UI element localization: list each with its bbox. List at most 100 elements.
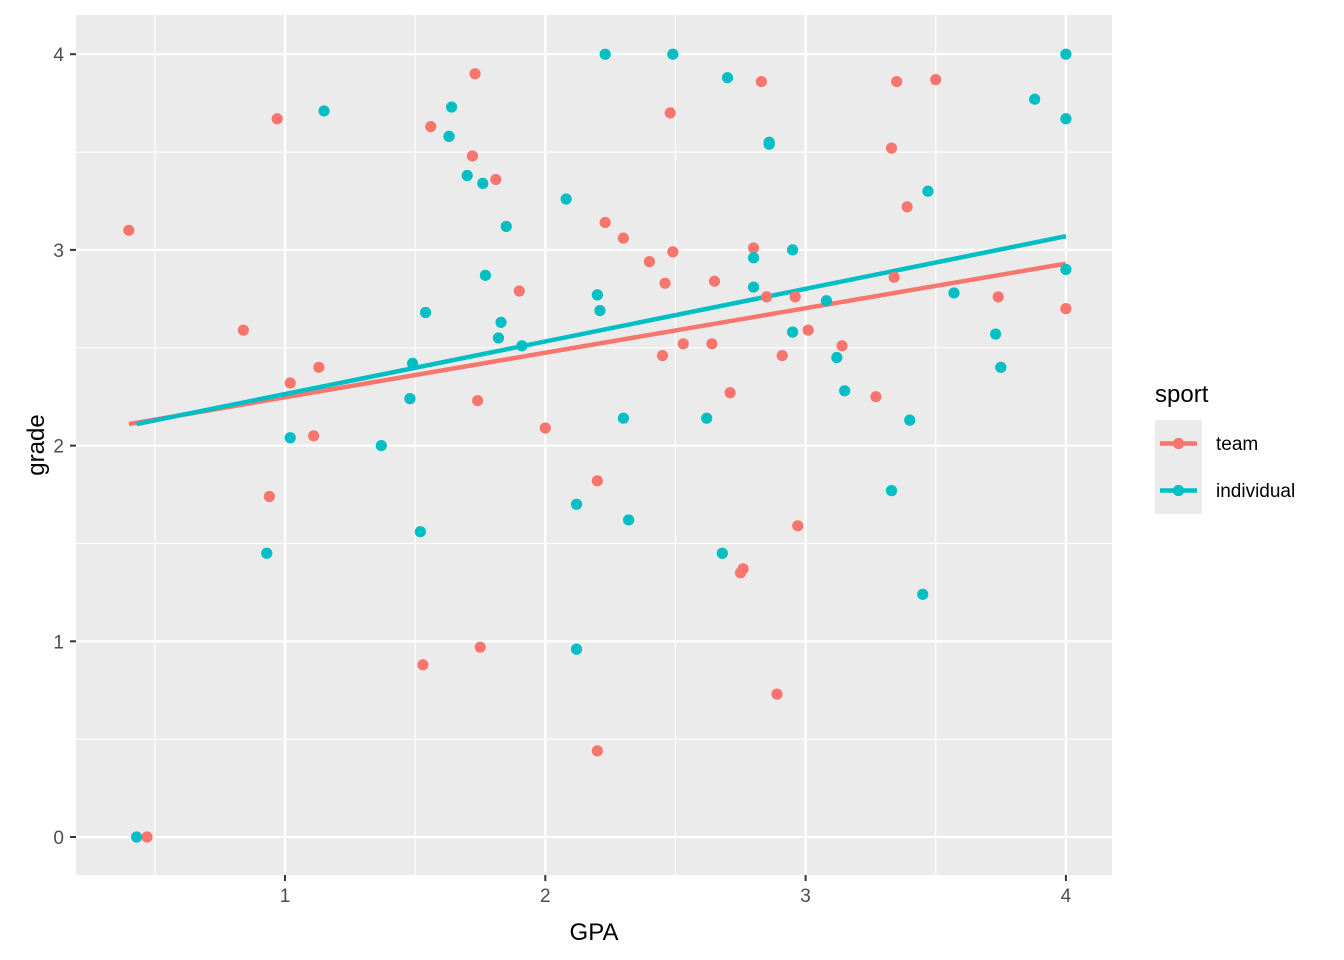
data-point-team <box>659 277 671 289</box>
x-tick-label: 2 <box>540 886 551 907</box>
x-tick-label: 4 <box>1061 886 1072 907</box>
data-point-individual <box>922 185 934 197</box>
data-point-team <box>591 475 603 487</box>
data-point-individual <box>747 281 760 293</box>
major-gridlines <box>76 15 1112 875</box>
data-point-team <box>760 291 773 303</box>
data-point-team <box>237 324 249 336</box>
x-tick-label: 3 <box>800 886 811 907</box>
x-axis-ticks: 1 2 3 4 <box>280 875 1072 907</box>
data-point-individual <box>500 220 512 233</box>
data-point-team <box>888 271 900 283</box>
legend-label-team: team <box>1216 434 1258 455</box>
data-point-individual <box>885 485 898 497</box>
data-point-team <box>643 256 656 268</box>
data-point-team <box>724 387 736 399</box>
data-point-team <box>789 291 801 303</box>
data-point-team <box>667 246 679 258</box>
data-point-team <box>885 142 898 154</box>
data-point-individual <box>318 105 330 117</box>
data-point-individual <box>131 831 143 843</box>
fit-line-team <box>128 261 1067 427</box>
data-point-team <box>469 68 481 80</box>
data-point-team <box>284 377 296 389</box>
legend-title: sport <box>1155 381 1209 408</box>
data-point-team <box>792 520 804 532</box>
data-point-individual <box>477 177 489 189</box>
data-point-team <box>474 641 486 653</box>
y-axis-title: grade <box>23 414 50 475</box>
data-point-individual <box>820 295 833 307</box>
data-points <box>123 48 1072 843</box>
y-tick-label: 1 <box>53 632 64 653</box>
data-point-individual <box>560 193 572 205</box>
data-point-individual <box>445 101 458 113</box>
legend-label-individual: individual <box>1216 481 1295 502</box>
x-axis-title: GPA <box>570 919 619 946</box>
data-point-team <box>490 173 502 186</box>
data-point-individual <box>995 361 1007 373</box>
data-point-individual <box>479 269 492 281</box>
data-point-team <box>755 75 767 88</box>
data-point-individual <box>721 72 734 84</box>
data-point-individual <box>716 547 728 559</box>
fit-line-individual <box>136 233 1067 427</box>
data-point-team <box>802 324 814 336</box>
data-point-individual <box>786 244 799 256</box>
data-point-individual <box>667 48 679 60</box>
data-point-individual <box>404 393 416 405</box>
y-tick-label: 3 <box>53 241 64 262</box>
data-point-individual <box>622 514 635 526</box>
data-point-individual <box>701 412 713 424</box>
y-tick-label: 4 <box>53 45 64 66</box>
regression-lines <box>128 233 1067 427</box>
data-point-team <box>308 430 320 442</box>
data-point-team <box>992 291 1004 303</box>
data-point-team <box>771 688 783 700</box>
legend: sport team individual <box>1155 381 1295 514</box>
data-point-team <box>836 340 848 352</box>
y-tick-label: 2 <box>53 437 64 458</box>
data-point-team <box>708 275 721 287</box>
data-point-individual <box>591 289 603 301</box>
data-point-individual <box>516 340 528 352</box>
data-point-individual <box>948 287 960 299</box>
legend-key-point-team <box>1172 437 1185 450</box>
data-point-individual <box>570 498 583 510</box>
data-point-individual <box>839 385 851 397</box>
data-point-individual <box>747 252 760 264</box>
data-point-team <box>891 75 903 88</box>
data-point-team <box>706 338 718 350</box>
data-point-team <box>539 422 551 434</box>
legend-keys: team individual <box>1155 420 1295 514</box>
data-point-individual <box>406 357 419 370</box>
data-point-team <box>1060 303 1072 315</box>
data-point-individual <box>443 130 455 142</box>
y-tick-label: 0 <box>53 828 64 849</box>
data-point-individual <box>570 643 583 655</box>
data-point-team <box>141 831 153 843</box>
data-point-individual <box>904 414 916 426</box>
data-point-individual <box>786 326 799 338</box>
data-point-individual <box>990 328 1002 340</box>
data-point-team <box>263 490 275 503</box>
data-point-individual <box>1060 48 1072 60</box>
data-point-team <box>747 242 760 254</box>
data-point-team <box>776 349 788 362</box>
data-point-team <box>677 338 689 350</box>
data-point-team <box>313 361 325 373</box>
data-point-team <box>599 216 611 229</box>
data-point-team <box>513 285 525 297</box>
data-point-individual <box>763 138 775 150</box>
data-point-team <box>466 150 479 162</box>
data-point-individual <box>461 169 473 182</box>
data-point-team <box>617 232 629 244</box>
data-point-team <box>737 563 749 575</box>
data-point-team <box>664 107 676 119</box>
data-point-team <box>425 121 437 133</box>
data-point-individual <box>599 48 611 60</box>
data-point-individual <box>495 316 507 328</box>
legend-key-point-individual <box>1172 484 1185 497</box>
data-point-team <box>123 224 135 236</box>
data-point-individual <box>419 306 432 319</box>
